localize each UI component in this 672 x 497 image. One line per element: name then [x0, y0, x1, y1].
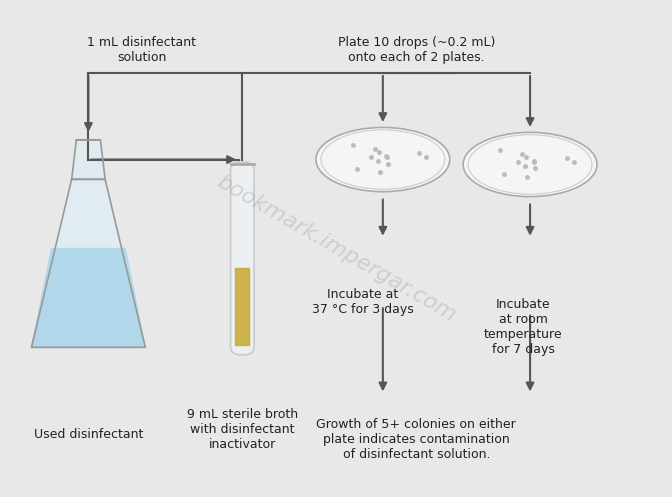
Ellipse shape — [463, 132, 597, 197]
Polygon shape — [32, 248, 145, 347]
FancyBboxPatch shape — [230, 162, 254, 355]
Text: Plate 10 drops (~0.2 mL)
onto each of 2 plates.: Plate 10 drops (~0.2 mL) onto each of 2 … — [337, 36, 495, 64]
Text: Growth of 5+ colonies on either
plate indicates contamination
of disinfectant so: Growth of 5+ colonies on either plate in… — [317, 418, 516, 461]
Text: Incubate
at room
temperature
for 7 days: Incubate at room temperature for 7 days — [484, 298, 562, 356]
Text: 9 mL sterile broth
with disinfectant
inactivator: 9 mL sterile broth with disinfectant ina… — [187, 408, 298, 451]
Text: Used disinfectant: Used disinfectant — [34, 428, 143, 441]
Ellipse shape — [316, 127, 450, 192]
Text: bookmark.impergar.com: bookmark.impergar.com — [213, 171, 459, 326]
Polygon shape — [72, 140, 105, 179]
Text: Incubate at
37 °C for 3 days: Incubate at 37 °C for 3 days — [312, 288, 414, 316]
Polygon shape — [32, 179, 145, 347]
Text: 1 mL disinfectant
solution: 1 mL disinfectant solution — [87, 36, 196, 64]
